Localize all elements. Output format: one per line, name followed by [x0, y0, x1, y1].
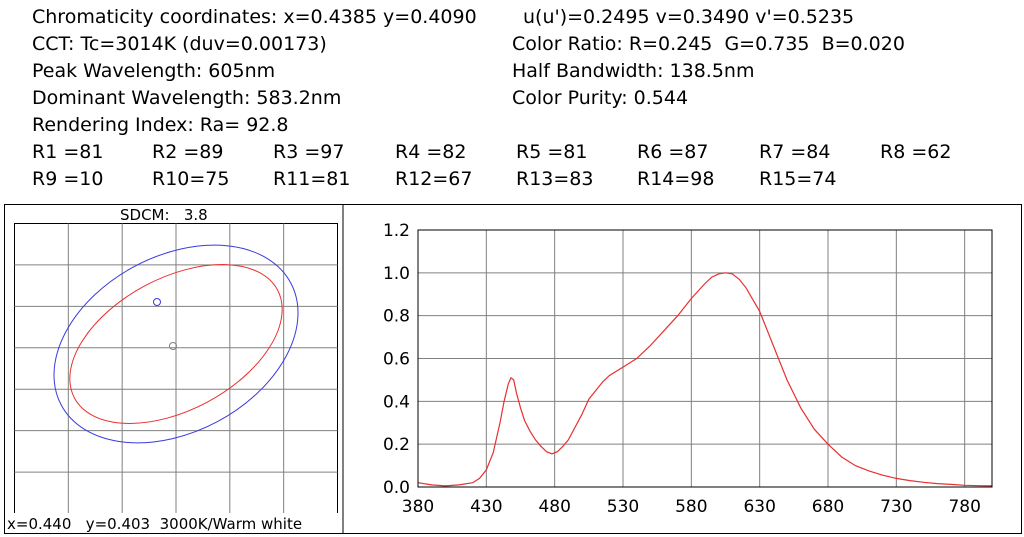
x-tick-label: 780 — [948, 497, 980, 517]
half-bandwidth-text: Half Bandwidth: 138.5nm — [512, 60, 755, 82]
r-value: R15=74 — [759, 168, 837, 190]
sdcm-title: SDCM: 3.8 — [120, 206, 208, 224]
sdcm-panel: SDCM: 3.8 x=0.440 y=0.403 3000K/Warm whi… — [5, 206, 342, 533]
r-value: R11=81 — [273, 168, 351, 190]
y-tick-label: 0.2 — [383, 435, 410, 455]
color-purity-text: Color Purity: 0.544 — [512, 87, 689, 109]
r-value: R4 =82 — [395, 141, 467, 163]
y-tick-label: 1.0 — [383, 264, 410, 284]
x-tick-label: 630 — [743, 497, 775, 517]
peak-wavelength-text: Peak Wavelength: 605nm — [32, 60, 276, 82]
chromaticity-text: Chromaticity coordinates: x=0.4385 y=0.4… — [32, 6, 477, 28]
spectrum-line — [417, 272, 993, 487]
y-tick-label: 1.2 — [383, 221, 410, 241]
spectrum-panel: 0.0 0.2 0.4 0.6 0.8 1.0 1.2 380 430 480 530 580 630… — [383, 221, 993, 517]
uv-text: u(u')=0.2495 v=0.3490 v'=0.5235 — [523, 6, 855, 28]
sdcm-outer-ellipse — [53, 244, 299, 444]
x-tick-label: 380 — [402, 497, 434, 517]
y-tick-label: 0.6 — [383, 350, 410, 370]
cct-text: CCT: Tc=3014K (duv=0.00173) — [32, 33, 327, 55]
measured-point — [153, 298, 161, 306]
x-tick-label: 730 — [880, 497, 912, 517]
color-ratio-text: Color Ratio: R=0.245 G=0.735 B=0.020 — [512, 33, 905, 55]
x-tick-label: 430 — [470, 497, 502, 517]
r-value: R13=83 — [516, 168, 594, 190]
target-point — [169, 342, 177, 350]
chart-panels: SDCM: 3.8 x=0.440 y=0.403 3000K/Warm whi… — [4, 204, 1022, 534]
r-value: R2 =89 — [152, 141, 224, 163]
r-value: R1 =81 — [32, 141, 104, 163]
x-tick-label: 580 — [675, 497, 707, 517]
spectrum-grid — [418, 230, 992, 487]
x-tick-label: 480 — [538, 497, 570, 517]
sdcm-inner-ellipse — [69, 264, 283, 424]
sdcm-footer-bg — [5, 513, 342, 533]
r-value: R5 =81 — [516, 141, 588, 163]
r-value: R14=98 — [637, 168, 715, 190]
spectrum-y-ticks: 0.0 0.2 0.4 0.6 0.8 1.0 1.2 — [383, 221, 410, 498]
y-tick-label: 0.8 — [383, 307, 410, 327]
dominant-wavelength-text: Dominant Wavelength: 583.2nm — [32, 87, 342, 109]
r-value: R7 =84 — [759, 141, 831, 163]
panels-frame — [4, 204, 1022, 534]
r-value: R8 =62 — [880, 141, 952, 163]
r-value: R12=67 — [395, 168, 473, 190]
r-value: R10=75 — [152, 168, 230, 190]
spectrum-plot-frame — [417, 229, 993, 488]
x-tick-label: 680 — [812, 497, 844, 517]
r-value: R3 =97 — [273, 141, 345, 163]
y-tick-label: 0.0 — [383, 478, 410, 498]
y-tick-label: 0.4 — [383, 392, 410, 412]
x-tick-label: 530 — [607, 497, 639, 517]
sdcm-footer: x=0.440 y=0.403 3000K/Warm white — [7, 515, 302, 533]
r-value: R6 =87 — [637, 141, 709, 163]
rendering-index-text: Rendering Index: Ra= 92.8 — [32, 114, 289, 136]
spectrum-x-ticks: 380 430 480 530 580 630 680 730 780 — [402, 497, 981, 517]
r-value: R9 =10 — [32, 168, 104, 190]
